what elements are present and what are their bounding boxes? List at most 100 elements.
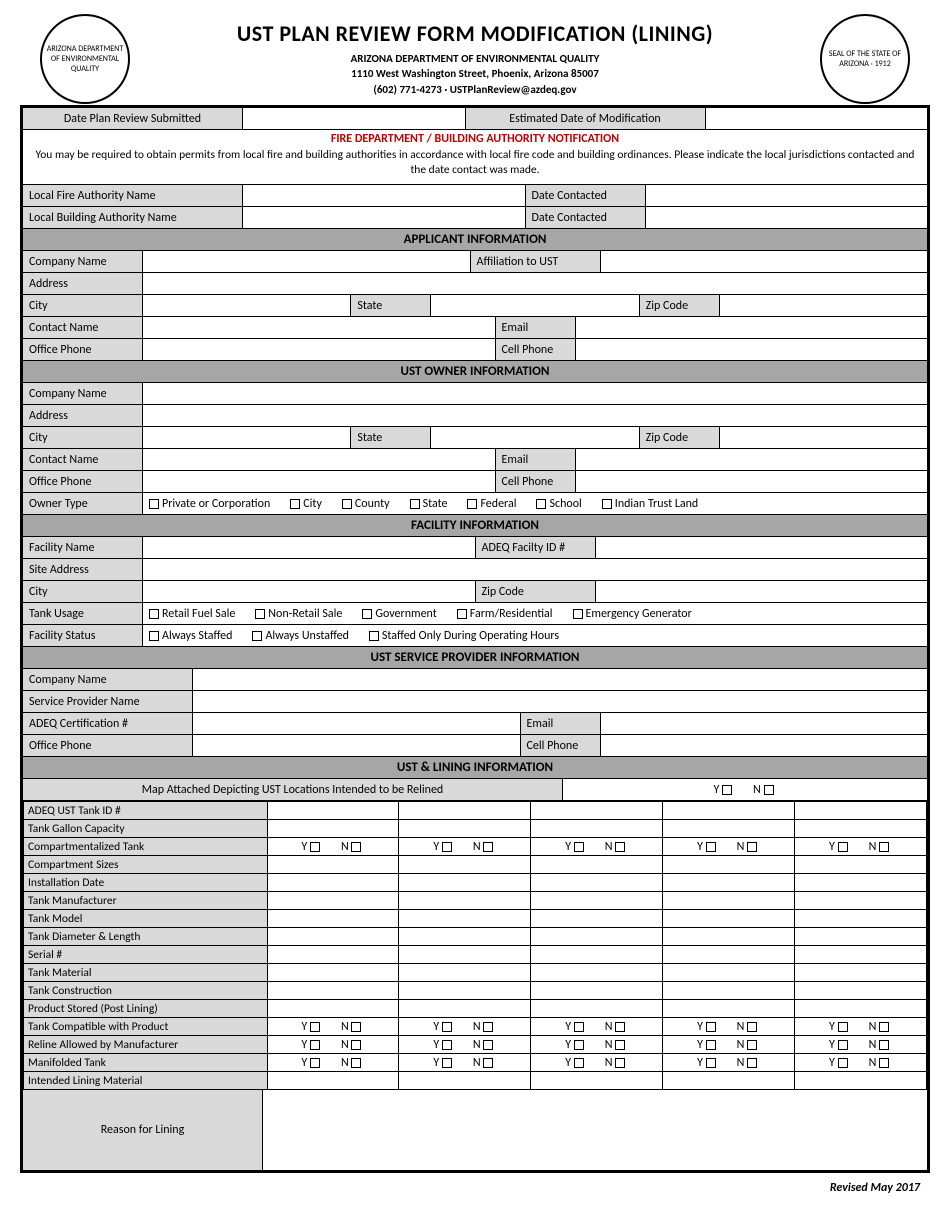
- lining-cell[interactable]: Y N: [399, 838, 531, 856]
- prov-cphone-field[interactable]: [601, 735, 928, 756]
- prov-cert-field[interactable]: [193, 713, 521, 734]
- lining-cell[interactable]: [531, 1072, 663, 1090]
- checkbox-option[interactable]: City: [290, 497, 322, 511]
- app-email-field[interactable]: [576, 317, 928, 338]
- own-city-field[interactable]: [143, 427, 351, 448]
- lining-cell[interactable]: [795, 856, 927, 874]
- own-state-field[interactable]: [431, 427, 639, 448]
- lining-cell[interactable]: [399, 892, 531, 910]
- lining-cell[interactable]: Y N: [663, 838, 795, 856]
- lining-cell[interactable]: [663, 820, 795, 838]
- own-cphone-field[interactable]: [576, 471, 928, 492]
- lining-cell[interactable]: [795, 802, 927, 820]
- lining-cell[interactable]: [267, 802, 399, 820]
- checkbox-option[interactable]: School: [536, 497, 581, 511]
- lining-cell[interactable]: [399, 910, 531, 928]
- lining-cell[interactable]: [531, 946, 663, 964]
- app-company-field[interactable]: [143, 251, 471, 272]
- checkbox-option[interactable]: Indian Trust Land: [602, 497, 698, 511]
- lining-cell[interactable]: [663, 874, 795, 892]
- checkbox-option[interactable]: Non-Retail Sale: [255, 607, 342, 621]
- lining-cell[interactable]: Y N: [531, 1036, 663, 1054]
- lining-cell[interactable]: [399, 802, 531, 820]
- lining-cell[interactable]: [795, 910, 927, 928]
- lining-cell[interactable]: Y N: [267, 1054, 399, 1072]
- fac-addr-field[interactable]: [143, 559, 927, 580]
- lining-cell[interactable]: Y N: [663, 1054, 795, 1072]
- fac-city-field[interactable]: [143, 581, 476, 602]
- app-contact-field[interactable]: [143, 317, 496, 338]
- lining-cell[interactable]: [267, 964, 399, 982]
- lining-cell[interactable]: [267, 946, 399, 964]
- lining-cell[interactable]: Y N: [795, 1054, 927, 1072]
- checkbox-option[interactable]: Always Unstaffed: [252, 629, 348, 643]
- lining-cell[interactable]: Y N: [399, 1036, 531, 1054]
- lining-cell[interactable]: [267, 820, 399, 838]
- fac-status-options[interactable]: Always StaffedAlways UnstaffedStaffed On…: [143, 625, 927, 646]
- est-date-field[interactable]: [706, 108, 928, 129]
- lining-cell[interactable]: [267, 1000, 399, 1018]
- app-zip-field[interactable]: [720, 295, 927, 316]
- own-email-field[interactable]: [576, 449, 928, 470]
- reason-field[interactable]: [263, 1090, 927, 1170]
- app-ophone-field[interactable]: [143, 339, 496, 360]
- lining-cell[interactable]: [267, 892, 399, 910]
- date-contacted2-field[interactable]: [646, 207, 928, 228]
- app-address-field[interactable]: [143, 273, 927, 294]
- prov-email-field[interactable]: [601, 713, 928, 734]
- app-affiliation-field[interactable]: [601, 251, 928, 272]
- own-ophone-field[interactable]: [143, 471, 496, 492]
- prov-name-field[interactable]: [193, 691, 927, 712]
- prov-company-field[interactable]: [193, 669, 927, 690]
- fac-usage-options[interactable]: Retail Fuel Sale Non-Retail Sale Governmen…: [143, 603, 927, 624]
- own-contact-field[interactable]: [143, 449, 496, 470]
- lining-cell[interactable]: [531, 856, 663, 874]
- lining-cell[interactable]: [399, 964, 531, 982]
- lining-cell[interactable]: [663, 928, 795, 946]
- checkbox-option[interactable]: County: [342, 497, 390, 511]
- lining-cell[interactable]: Y N: [531, 1054, 663, 1072]
- lining-cell[interactable]: [795, 946, 927, 964]
- lining-cell[interactable]: [531, 964, 663, 982]
- owner-type-options[interactable]: Private or CorporationCityCountyStateFed…: [143, 493, 927, 514]
- lining-cell[interactable]: [399, 982, 531, 1000]
- checkbox-option[interactable]: Staffed Only During Operating Hours: [369, 629, 559, 643]
- lining-cell[interactable]: [663, 802, 795, 820]
- lining-cell[interactable]: Y N: [399, 1018, 531, 1036]
- lining-cell[interactable]: [663, 982, 795, 1000]
- lining-cell[interactable]: [531, 874, 663, 892]
- lining-cell[interactable]: [531, 910, 663, 928]
- checkbox-option[interactable]: Farm/Residential: [457, 607, 553, 621]
- lining-cell[interactable]: [531, 802, 663, 820]
- lining-cell[interactable]: [795, 874, 927, 892]
- lining-cell[interactable]: Y N: [267, 1036, 399, 1054]
- lining-cell[interactable]: [267, 982, 399, 1000]
- lining-cell[interactable]: [267, 856, 399, 874]
- fac-adeqid-field[interactable]: [596, 537, 928, 558]
- lining-cell[interactable]: [267, 1072, 399, 1090]
- own-address-field[interactable]: [143, 405, 927, 426]
- lining-cell[interactable]: [531, 982, 663, 1000]
- checkbox-option[interactable]: Emergency Generator: [573, 607, 692, 621]
- lining-cell[interactable]: Y N: [663, 1018, 795, 1036]
- lining-cell[interactable]: [795, 1000, 927, 1018]
- checkbox-option[interactable]: Retail Fuel Sale: [149, 607, 235, 621]
- lining-cell[interactable]: [399, 946, 531, 964]
- lining-cell[interactable]: [663, 856, 795, 874]
- fac-name-field[interactable]: [143, 537, 476, 558]
- lining-cell[interactable]: Y N: [267, 1018, 399, 1036]
- lining-cell[interactable]: Y N: [267, 838, 399, 856]
- app-state-field[interactable]: [431, 295, 639, 316]
- lining-cell[interactable]: Y N: [531, 838, 663, 856]
- own-company-field[interactable]: [143, 383, 927, 404]
- local-bldg-field[interactable]: [243, 207, 526, 228]
- lining-cell[interactable]: [399, 874, 531, 892]
- lining-cell[interactable]: [531, 892, 663, 910]
- app-cphone-field[interactable]: [576, 339, 928, 360]
- lining-cell[interactable]: [795, 928, 927, 946]
- checkbox-option[interactable]: Government: [362, 607, 436, 621]
- lining-cell[interactable]: [795, 820, 927, 838]
- lining-cell[interactable]: [399, 820, 531, 838]
- lining-cell[interactable]: [663, 946, 795, 964]
- checkbox-option[interactable]: Federal: [467, 497, 516, 511]
